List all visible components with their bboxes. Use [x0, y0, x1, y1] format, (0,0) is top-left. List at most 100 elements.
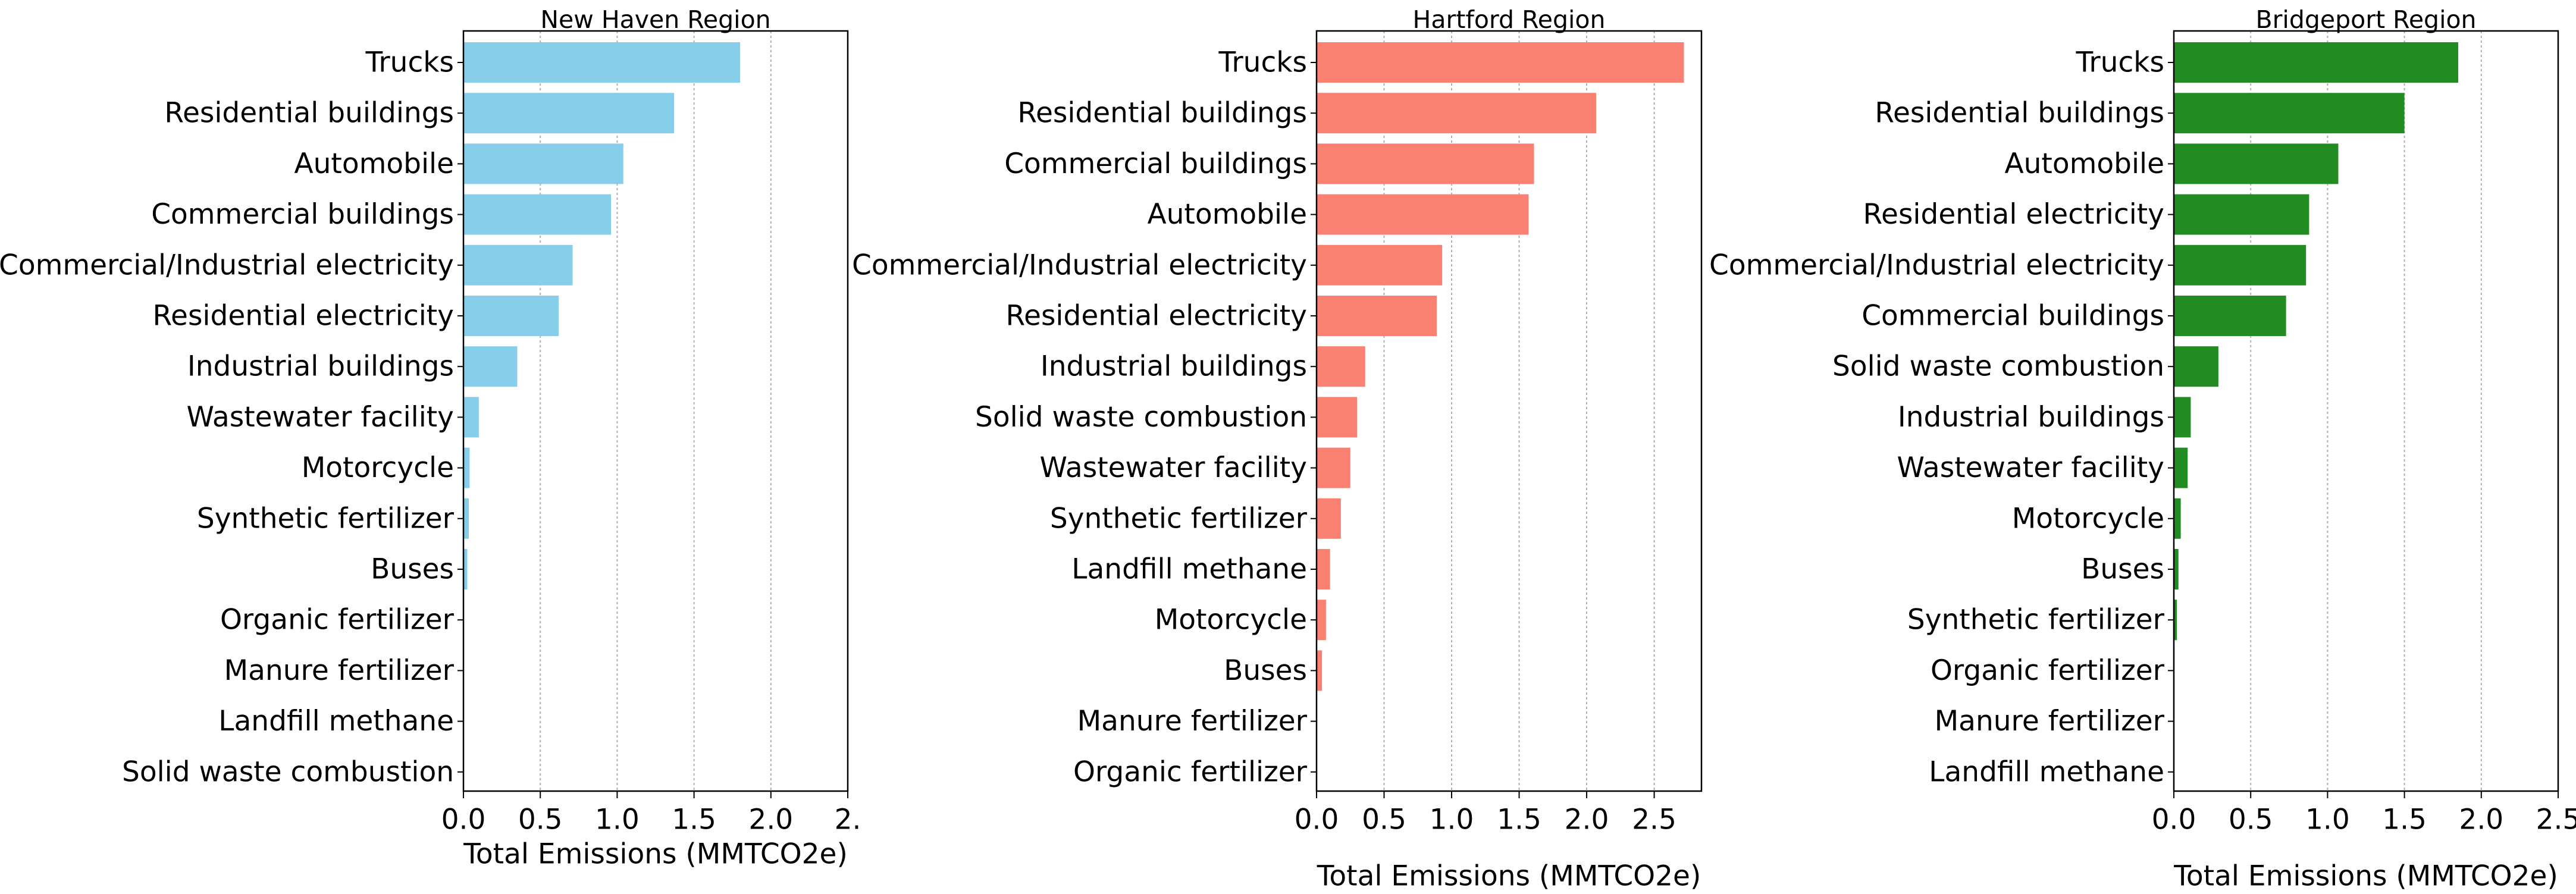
category-label: Automobile [1147, 198, 1307, 231]
category-label: Organic fertilizer [1073, 755, 1308, 788]
category-label: Commercial buildings [1004, 148, 1307, 180]
bar-trucks [1317, 42, 1684, 83]
category-label: Manure fertilizer [1077, 705, 1308, 738]
category-label: Commercial/Industrial electricity [852, 249, 1307, 281]
category-label: Industrial buildings [1898, 401, 2164, 434]
bar-automobile [1317, 195, 1528, 235]
bar-automobile [2174, 143, 2338, 184]
x-tick-label: 1.0 [1430, 804, 1474, 836]
x-tick-label: 2.5 [2536, 804, 2576, 836]
category-label: Trucks [365, 46, 454, 79]
bar-industrial-buildings [1317, 346, 1365, 387]
category-label: Residential buildings [1875, 97, 2164, 130]
bar-commercial-industrial-electricity [2174, 245, 2306, 286]
x-axis-label: Total Emissions (MMTCO2e) [2173, 860, 2558, 892]
bar-solid-waste-combustion [1317, 397, 1357, 437]
bar-automobile [463, 143, 623, 184]
x-tick-label: 2.5 [1632, 804, 1676, 836]
x-tick-label: 1.5 [2382, 804, 2427, 836]
category-label: Motorcycle [2012, 502, 2164, 535]
category-label: Industrial buildings [187, 350, 454, 383]
category-label: Solid waste combustion [122, 755, 454, 788]
bar-trucks [463, 42, 740, 83]
category-label: Residential buildings [1017, 97, 1307, 130]
x-tick-label: 2. [835, 804, 861, 836]
category-label: Landfill methane [1071, 553, 1307, 586]
category-label: Commercial buildings [151, 198, 454, 231]
category-label: Automobile [294, 148, 454, 180]
x-tick-label: 1.5 [1497, 804, 1541, 836]
category-label: Landfill methane [1929, 755, 2164, 788]
bar-commercial-industrial-electricity [1317, 245, 1442, 286]
bar-motorcycle [463, 448, 469, 488]
category-label: Manure fertilizer [1935, 705, 2165, 738]
bar-residential-electricity [2174, 195, 2309, 235]
category-label: Landfill methane [218, 705, 454, 738]
bar-industrial-buildings [2174, 397, 2190, 437]
x-tick-label: 0.5 [1362, 804, 1406, 836]
category-label: Commercial/Industrial electricity [1709, 249, 2164, 281]
x-tick-label: 2.0 [1565, 804, 1609, 836]
chart-title: Bridgeport Region [2255, 5, 2476, 34]
category-label: Synthetic fertilizer [1907, 604, 2165, 636]
bar-residential-electricity [1317, 296, 1437, 336]
bar-residential-buildings [463, 93, 674, 133]
category-label: Organic fertilizer [220, 604, 455, 636]
x-tick-label: 2.0 [2459, 804, 2503, 836]
bar-landfill-methane [1317, 549, 1330, 589]
category-label: Solid waste combustion [975, 401, 1307, 434]
category-label: Synthetic fertilizer [1050, 502, 1308, 535]
category-label: Synthetic fertilizer [197, 502, 455, 535]
x-axis-label: Total Emissions (MMTCO2e) [463, 838, 848, 871]
x-tick-label: 1.0 [595, 804, 640, 836]
category-label: Solid waste combustion [1832, 350, 2164, 383]
category-label: Motorcycle [302, 451, 454, 484]
x-tick-label: 2.0 [748, 804, 793, 836]
bar-commercial-buildings [1317, 143, 1534, 184]
category-label: Automobile [2004, 148, 2164, 180]
category-label: Trucks [2076, 46, 2164, 79]
x-tick-label: 0.0 [2152, 804, 2196, 836]
bar-trucks [2174, 42, 2458, 83]
bar-solid-waste-combustion [2174, 346, 2218, 387]
category-label: Commercial/Industrial electricity [0, 249, 454, 281]
bar-synthetic-fertilizer [1317, 498, 1341, 539]
x-tick-label: 0.0 [1295, 804, 1339, 836]
x-tick-label: 1.5 [672, 804, 716, 836]
bar-wastewater-facility [2174, 448, 2188, 488]
x-axis-label: Total Emissions (MMTCO2e) [1317, 860, 1701, 892]
category-label: Industrial buildings [1041, 350, 1307, 383]
category-label: Commercial buildings [1862, 300, 2164, 332]
category-label: Organic fertilizer [1931, 654, 2165, 687]
bar-buses [1317, 650, 1322, 691]
category-label: Wastewater facility [1039, 451, 1307, 484]
bar-commercial-buildings [463, 195, 611, 235]
category-label: Manure fertilizer [224, 654, 455, 687]
category-label: Residential electricity [1863, 198, 2164, 231]
category-label: Buses [1224, 654, 1307, 687]
bar-commercial-industrial-electricity [463, 245, 572, 286]
chart-title: Hartford Region [1413, 5, 1606, 34]
bar-motorcycle [2174, 498, 2181, 539]
category-label: Residential buildings [164, 97, 454, 130]
category-label: Wastewater facility [186, 401, 454, 434]
category-label: Residential electricity [152, 300, 454, 332]
bar-residential-buildings [1317, 93, 1596, 133]
category-label: Motorcycle [1155, 604, 1307, 636]
bar-wastewater-facility [1317, 448, 1350, 488]
chart-title: New Haven Region [540, 5, 770, 34]
category-label: Wastewater facility [1897, 451, 2164, 484]
category-label: Buses [2081, 553, 2164, 586]
bar-residential-buildings [2174, 93, 2405, 133]
bar-motorcycle [1317, 600, 1326, 640]
x-tick-label: 1.0 [2305, 804, 2350, 836]
bar-commercial-buildings [2174, 296, 2286, 336]
x-tick-label: 0.5 [518, 804, 563, 836]
category-label: Residential electricity [1005, 300, 1307, 332]
bar-residential-electricity [463, 296, 559, 336]
bar-synthetic-fertilizer [463, 498, 469, 539]
bar-industrial-buildings [463, 346, 517, 387]
x-tick-label: 0.0 [441, 804, 486, 836]
